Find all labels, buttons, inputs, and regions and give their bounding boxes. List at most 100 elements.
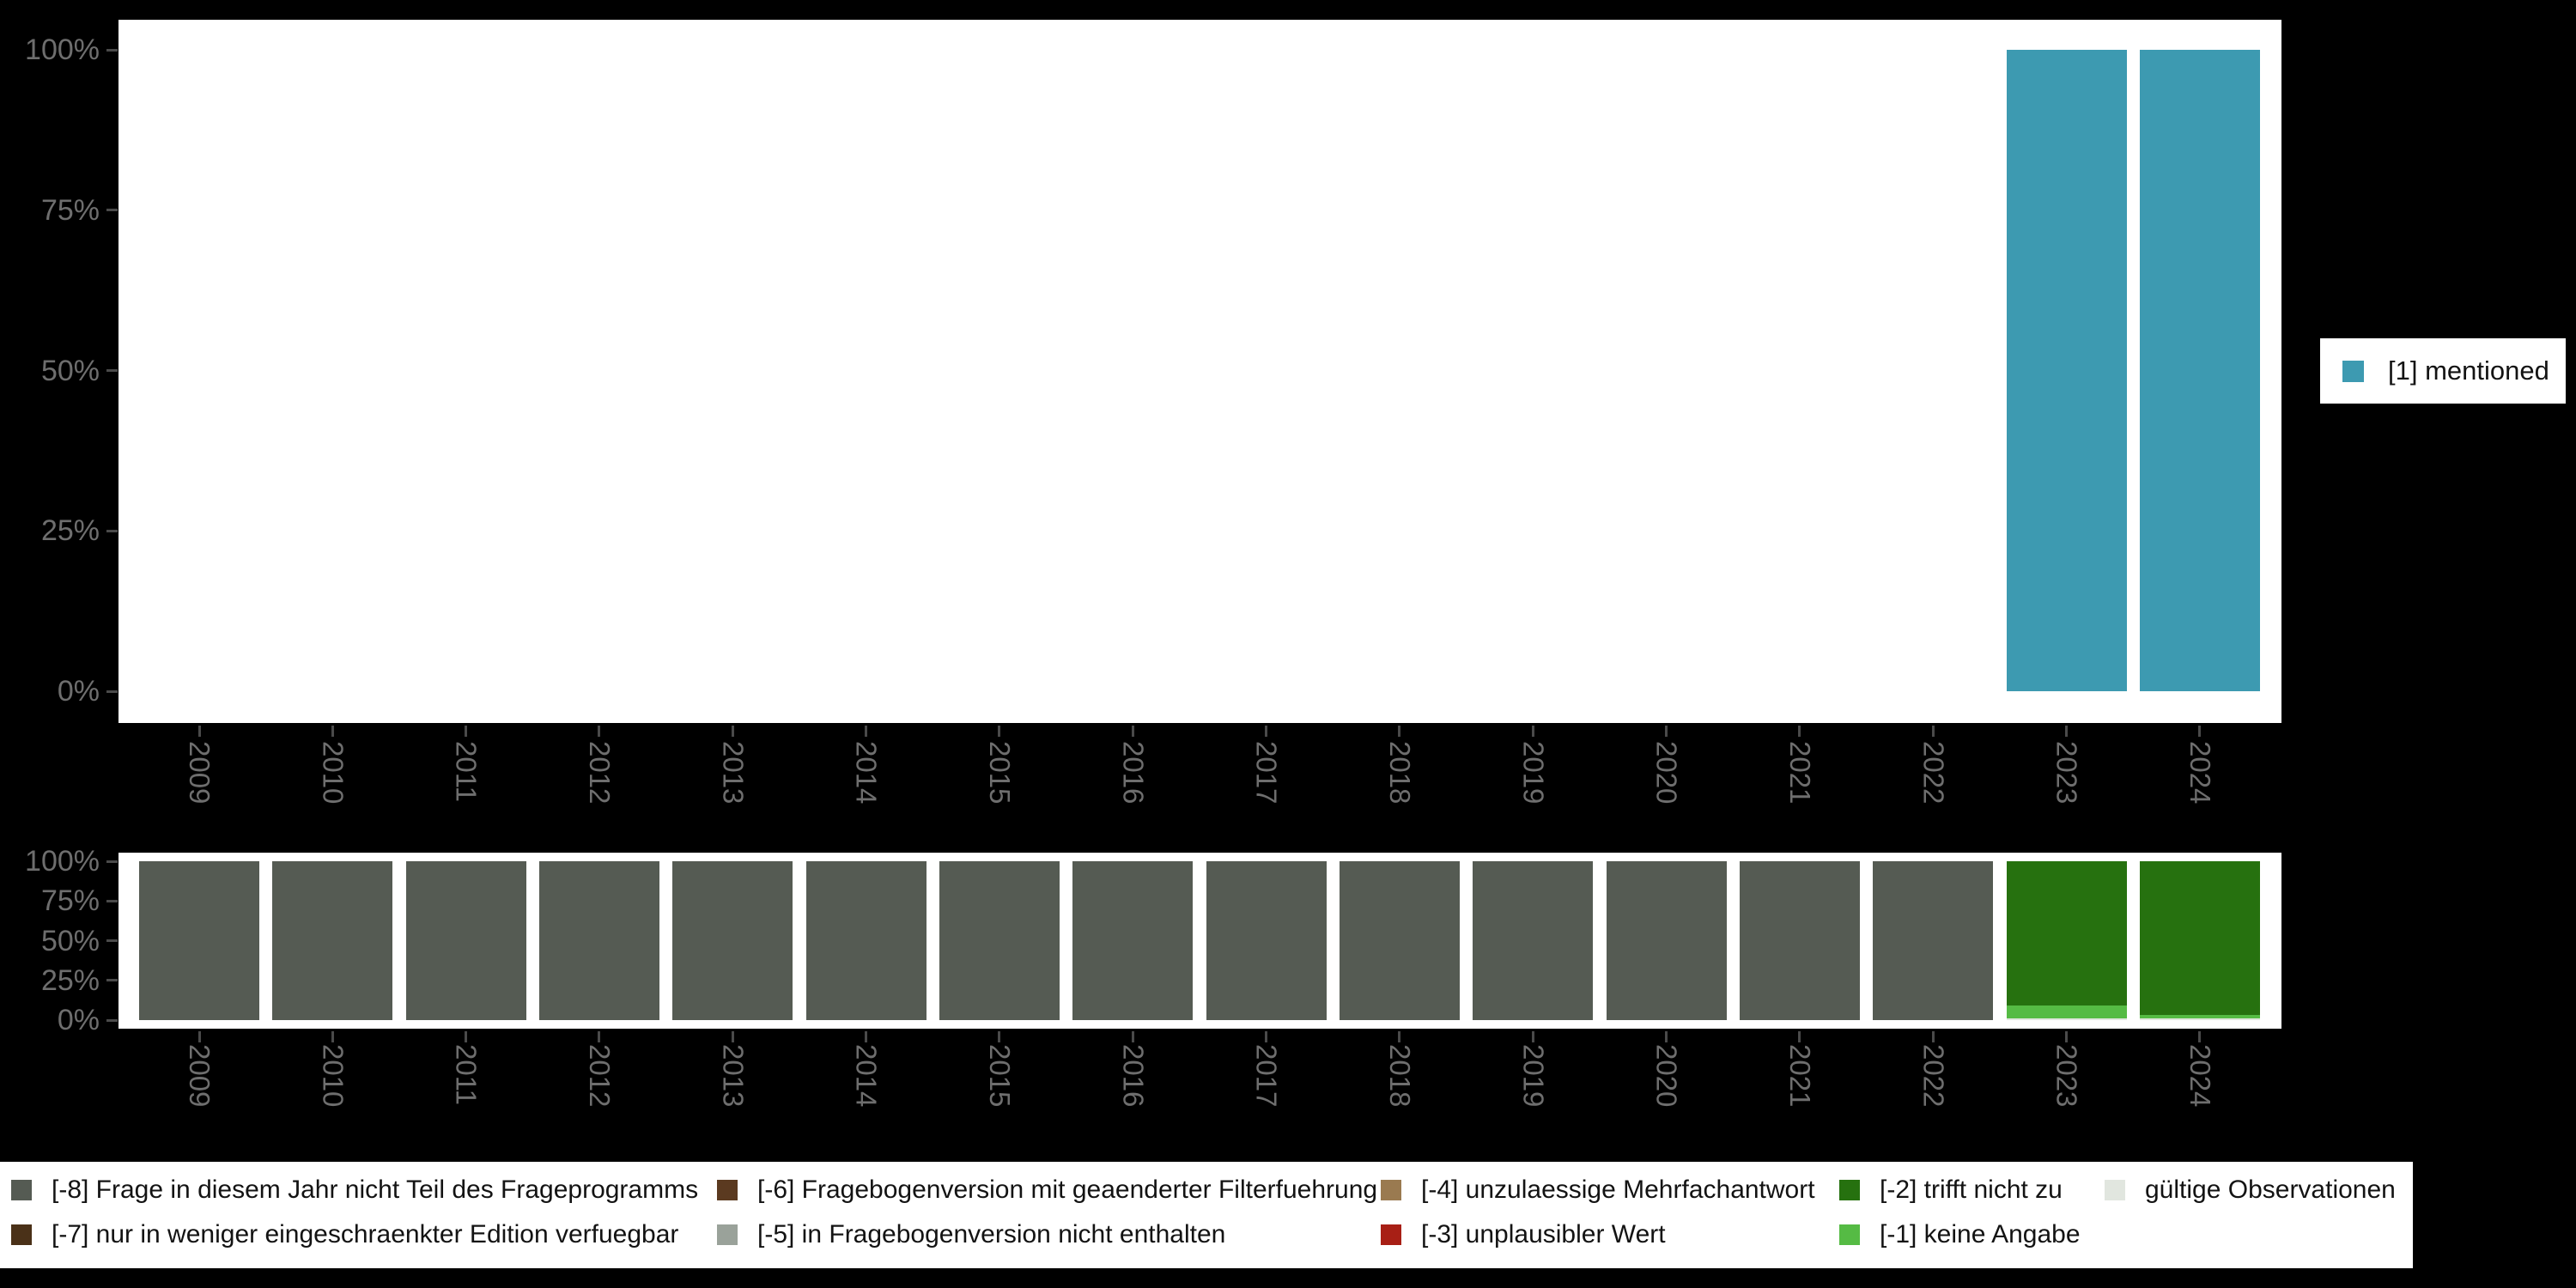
x-axis-tick (598, 726, 601, 737)
minus8-label: [-8] Frage in diesem Jahr nicht Teil des… (52, 1176, 699, 1204)
x-axis-label-2018: 2018 (1383, 741, 1416, 805)
legend-item-minus8: [-8] Frage in diesem Jahr nicht Teil des… (11, 1170, 698, 1211)
valid-swatch (2105, 1180, 2125, 1200)
x-axis-label-2014: 2014 (850, 741, 883, 805)
x-axis-label-2019: 2019 (1517, 741, 1550, 805)
x-axis-tick (1131, 1031, 1134, 1042)
x-axis-tick (2198, 726, 2202, 737)
x-axis-label-2010: 2010 (317, 741, 349, 805)
y-axis-label: 0% (57, 675, 100, 708)
top-legend: [1] mentioned (2320, 338, 2566, 404)
y-axis-label: 75% (40, 884, 100, 918)
x-axis-label-2015: 2015 (983, 741, 1016, 805)
y-axis-label: 0% (57, 1004, 100, 1036)
x-axis-tick (998, 726, 1001, 737)
x-axis-label-2024: 2024 (2184, 741, 2216, 805)
y-axis-label: 25% (40, 963, 100, 997)
y-axis-tick (106, 209, 118, 212)
missing-codes-legend: [-8] Frage in diesem Jahr nicht Teil des… (0, 1162, 2413, 1268)
x-axis-label-2020: 2020 (1650, 1044, 1683, 1108)
minus3-label: [-3] unplausibler Wert (1421, 1220, 1666, 1249)
y-axis-label: 50% (40, 924, 100, 957)
x-axis-tick (1665, 726, 1668, 737)
x-axis-tick (331, 1031, 334, 1042)
bar-segment-2013 (672, 861, 793, 1020)
x-axis-label-2023: 2023 (2050, 1044, 2083, 1108)
x-axis-label-2023: 2023 (2050, 741, 2083, 805)
x-axis-tick (1265, 1031, 1268, 1042)
bar-segment-2010 (272, 861, 393, 1020)
x-axis-label-2021: 2021 (1783, 1044, 1816, 1108)
x-axis-label-2022: 2022 (1917, 1044, 1950, 1108)
y-axis-label: 100% (25, 845, 100, 878)
x-axis-tick (731, 726, 734, 737)
x-axis-tick (1531, 726, 1534, 737)
x-axis-tick (197, 1031, 201, 1042)
minus6-swatch (717, 1180, 738, 1200)
bar-segment-2019 (1473, 861, 1594, 1020)
x-axis-label-2009: 2009 (184, 741, 216, 805)
x-axis-tick (598, 1031, 601, 1042)
x-axis-tick (1798, 726, 1801, 737)
bar-segment-2024 (2139, 1018, 2260, 1020)
x-axis-label-2011: 2011 (450, 1044, 483, 1105)
x-axis-tick (1131, 726, 1134, 737)
bar-segment-2023 (2006, 861, 2127, 1006)
x-axis-tick (1931, 1031, 1935, 1042)
minus5-swatch (717, 1224, 738, 1245)
x-axis-tick (2065, 1031, 2069, 1042)
x-axis-label-2021: 2021 (1783, 741, 1816, 805)
x-axis-tick (2198, 1031, 2202, 1042)
bottom-chart-panel (118, 853, 2281, 1029)
minus8-swatch (11, 1180, 32, 1200)
bar-segment-2024 (2139, 50, 2260, 691)
bar-segment-2024 (2139, 861, 2260, 1016)
minus4-label: [-4] unzulaessige Mehrfachantwort (1421, 1176, 1815, 1204)
x-axis-tick (1931, 726, 1935, 737)
bar-segment-2017 (1206, 861, 1327, 1020)
top-chart-panel (118, 20, 2281, 723)
x-axis-tick (1531, 1031, 1534, 1042)
bar-segment-2023 (2006, 1018, 2127, 1020)
x-axis-label-2020: 2020 (1650, 741, 1683, 805)
x-axis-label-2016: 2016 (1117, 1044, 1150, 1108)
mentioned-swatch (2342, 360, 2364, 382)
mentioned-label: [1] mentioned (2388, 355, 2549, 386)
minus4-swatch (1381, 1180, 1401, 1200)
x-axis-tick (865, 726, 868, 737)
x-axis-label-2013: 2013 (717, 1044, 750, 1108)
bar-segment-2023 (2006, 50, 2127, 691)
x-axis-label-2015: 2015 (983, 1044, 1016, 1108)
legend-item-minus1: [-1] keine Angabe (1839, 1214, 2081, 1255)
legend-item-minus2: [-2] trifft nicht zu (1839, 1170, 2063, 1211)
x-axis-label-2014: 2014 (850, 1044, 883, 1108)
bar-segment-2014 (805, 861, 927, 1020)
y-axis-label: 50% (40, 354, 100, 387)
x-axis-tick (998, 1031, 1001, 1042)
bar-segment-2018 (1339, 861, 1460, 1020)
legend-item-valid: gültige Observationen (2105, 1170, 2396, 1211)
legend-item-minus4: [-4] unzulaessige Mehrfachantwort (1381, 1170, 1815, 1211)
bar-segment-2011 (405, 861, 526, 1020)
y-axis-label: 100% (25, 33, 100, 66)
bar-segment-2020 (1606, 861, 1727, 1020)
x-axis-label-2018: 2018 (1383, 1044, 1416, 1108)
legend-item-minus6: [-6] Fragebogenversion mit geaenderter F… (717, 1170, 1377, 1211)
minus2-label: [-2] trifft nicht zu (1880, 1176, 2063, 1204)
x-axis-label-2022: 2022 (1917, 741, 1950, 805)
x-axis-label-2011: 2011 (450, 741, 483, 802)
y-axis-tick (106, 860, 118, 863)
x-axis-tick (197, 726, 201, 737)
bar-segment-2009 (139, 861, 259, 1020)
x-axis-tick (1398, 1031, 1401, 1042)
y-axis-tick (106, 979, 118, 982)
x-axis-tick (1665, 1031, 1668, 1042)
minus7-swatch (11, 1224, 32, 1245)
bar-segment-2023 (2006, 1005, 2127, 1019)
y-axis-tick (106, 529, 118, 532)
x-axis-tick (331, 726, 334, 737)
minus2-swatch (1839, 1180, 1860, 1200)
x-axis-label-2010: 2010 (317, 1044, 349, 1108)
x-axis-label-2016: 2016 (1117, 741, 1150, 805)
